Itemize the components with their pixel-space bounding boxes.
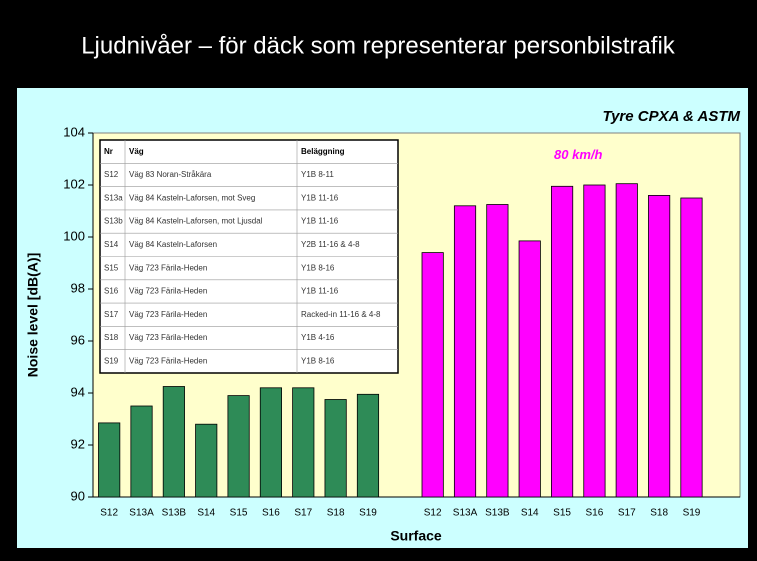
x-tick-label: S14	[197, 508, 215, 519]
bar	[453, 205, 477, 498]
bar	[195, 423, 218, 498]
x-tick-label: S16	[262, 508, 280, 519]
x-tick-label: S15	[553, 508, 571, 519]
table-cell: S13a	[104, 193, 123, 202]
y-tick-label: 102	[63, 176, 85, 191]
x-tick-label: S19	[359, 508, 377, 519]
table-cell: S16	[104, 287, 119, 296]
x-tick-label: S16	[586, 508, 604, 519]
bar	[324, 399, 347, 498]
y-axis-label: Noise level [dB(A)]	[25, 253, 41, 377]
bar	[98, 422, 121, 498]
bar	[421, 252, 444, 498]
y-tick-label: 98	[71, 280, 85, 295]
x-tick-label: S14	[521, 508, 539, 519]
x-tick-label: S13A	[453, 508, 478, 519]
x-tick-label: S15	[230, 508, 248, 519]
table-header: Väg	[129, 147, 144, 156]
x-tick-label: S12	[100, 508, 118, 519]
x-tick-label: S18	[327, 508, 345, 519]
table-cell: S14	[104, 240, 119, 249]
table-cell: S13b	[104, 217, 123, 226]
y-tick-label: 94	[71, 384, 85, 399]
bar	[583, 184, 606, 498]
table-cell: Väg 723 Färila-Heden	[129, 356, 207, 365]
table-cell: Y2B 11-16 & 4-8	[301, 240, 360, 249]
y-tick-label: 96	[71, 332, 85, 347]
y-tick-label: 100	[63, 228, 85, 243]
y-tick-label: 90	[71, 488, 85, 503]
bar	[259, 387, 283, 498]
bar	[162, 386, 185, 498]
bar	[518, 240, 541, 498]
table-cell: Väg 723 Färila-Heden	[129, 310, 207, 319]
table-cell: S17	[104, 310, 119, 319]
table-cell: Y1B 8-16	[301, 356, 335, 365]
table-cell: Y1B 11-16	[301, 217, 339, 226]
x-tick-label: S13B	[162, 508, 187, 519]
table-cell: Y1B 4-16	[301, 333, 335, 342]
table-cell: S19	[104, 356, 119, 365]
y-tick-label: 104	[63, 124, 85, 139]
table-cell: Y1B 8-16	[301, 263, 335, 272]
annotation: Tyre CPXA & ASTM	[602, 108, 740, 125]
table-header: Beläggning	[301, 147, 345, 156]
x-tick-label: S17	[294, 508, 312, 519]
series-label: 80 km/h	[554, 147, 602, 162]
bar	[292, 387, 315, 498]
bar	[227, 395, 250, 498]
x-tick-label: S17	[618, 508, 636, 519]
y-tick-label: 92	[71, 436, 85, 451]
table-cell: Y1B 11-16	[301, 287, 339, 296]
table-cell: S18	[104, 333, 119, 342]
table-cell: Väg 84 Kasteln-Laforsen, mot Sveg	[129, 193, 255, 202]
table-header: Nr	[104, 147, 113, 156]
bar	[550, 185, 574, 498]
x-tick-label: S18	[650, 508, 668, 519]
bar	[680, 197, 703, 498]
x-tick-label: S13A	[129, 508, 154, 519]
table-cell: Väg 723 Färila-Heden	[129, 287, 207, 296]
bar	[356, 393, 380, 498]
bar	[648, 194, 671, 498]
x-axis-label: Surface	[390, 528, 442, 544]
table-cell: Y1B 11-16	[301, 193, 339, 202]
table-cell: Väg 723 Färila-Heden	[129, 333, 207, 342]
x-tick-label: S13B	[485, 508, 510, 519]
x-tick-label: S19	[683, 508, 701, 519]
table-cell: S15	[104, 263, 119, 272]
slide-title: Ljudnivåer – för däck som representerar …	[81, 32, 676, 59]
bar	[615, 183, 638, 498]
bar	[486, 204, 509, 498]
table-cell: Y1B 8-11	[301, 170, 334, 179]
table-cell: Väg 84 Kasteln-Laforsen, mot Ljusdal	[129, 217, 263, 226]
x-tick-label: S12	[424, 508, 442, 519]
bar	[130, 405, 153, 498]
table-cell: Väg 84 Kasteln-Laforsen	[129, 240, 217, 249]
table-cell: Väg 723 Färila-Heden	[129, 263, 207, 272]
table-cell: Racked-in 11-16 & 4-8	[301, 310, 381, 319]
table-cell: S12	[104, 170, 119, 179]
table-cell: Väg 83 Noran-Stråkära	[129, 170, 212, 179]
